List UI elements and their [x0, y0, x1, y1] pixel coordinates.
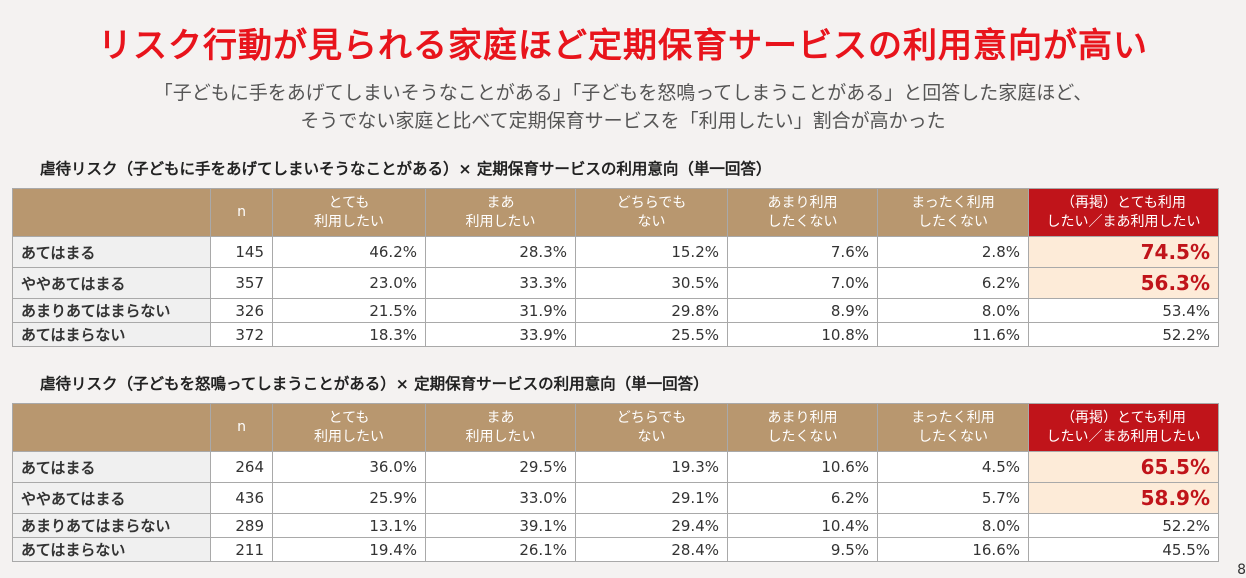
table-cell: 11.6%	[877, 322, 1029, 347]
table-cell: 25.5%	[575, 322, 728, 347]
table-cell: 264	[210, 451, 273, 483]
table-1: n とても 利用したい まあ 利用したい どちらでも ない あまり利用 したくない まったく利用し…	[12, 188, 1219, 347]
table-cell: 29.8%	[575, 298, 728, 323]
table-row: あてはまる 264 36.0% 29.5% 19.3% 10.6% 4.5% 65.5%	[12, 451, 1219, 483]
table-cell: 211	[210, 537, 273, 562]
table-cell: 326	[210, 298, 273, 323]
column-header: とても 利用したい	[272, 188, 426, 237]
table-cell: 5.7%	[877, 482, 1029, 514]
table-cell: 29.4%	[575, 513, 728, 538]
table-cell: 26.1%	[425, 537, 576, 562]
column-header: まったく利用 したくない	[877, 403, 1029, 452]
column-header: どちらでも ない	[575, 403, 728, 452]
table-cell: 7.6%	[727, 236, 878, 268]
table-cell: 33.9%	[425, 322, 576, 347]
table-cell: 7.0%	[727, 267, 878, 299]
header-row: n とても 利用したい まあ 利用したい どちらでも ない あまり利用 したくない まったく利用し…	[12, 188, 1219, 237]
table-cell: 52.2%	[1028, 513, 1219, 538]
table-cell: 28.4%	[575, 537, 728, 562]
column-header: あまり利用 したくない	[727, 403, 878, 452]
row-label: あてはまらない	[12, 537, 211, 562]
column-header: まあ 利用したい	[425, 403, 576, 452]
table-cell: 53.4%	[1028, 298, 1219, 323]
table-cell: 33.0%	[425, 482, 576, 514]
table-cell: 19.3%	[575, 451, 728, 483]
table-1-title: 虐待リスク（子どもに手をあげてしまいそうなことがある）× 定期保育サービスの利用…	[40, 160, 772, 178]
table-cell: 30.5%	[575, 267, 728, 299]
table-cell: 10.8%	[727, 322, 878, 347]
table-cell: 2.8%	[877, 236, 1029, 268]
table-cell: 52.2%	[1028, 322, 1219, 347]
table-row: あてはまらない 372 18.3% 33.9% 25.5% 10.8% 11.6% 52.2%	[12, 322, 1219, 347]
table-cell: 372	[210, 322, 273, 347]
table-cell: 28.3%	[425, 236, 576, 268]
table-cell: 23.0%	[272, 267, 426, 299]
table-cell: 10.6%	[727, 451, 878, 483]
table-cell: 74.5%	[1028, 236, 1219, 268]
table-cell: 46.2%	[272, 236, 426, 268]
column-header: とても 利用したい	[272, 403, 426, 452]
table-cell: 10.4%	[727, 513, 878, 538]
table-cell: 58.9%	[1028, 482, 1219, 514]
table-cell: 36.0%	[272, 451, 426, 483]
table-cell: 29.5%	[425, 451, 576, 483]
table-cell: 6.2%	[877, 267, 1029, 299]
column-header: あまり利用 したくない	[727, 188, 878, 237]
row-label: ややあてはまる	[12, 267, 211, 299]
table-cell: 357	[210, 267, 273, 299]
column-header: n	[210, 403, 273, 452]
table-cell: 18.3%	[272, 322, 426, 347]
table-cell: 8.0%	[877, 298, 1029, 323]
column-header: まあ 利用したい	[425, 188, 576, 237]
table-cell: 436	[210, 482, 273, 514]
table-cell: 45.5%	[1028, 537, 1219, 562]
row-label: あまりあてはまらない	[12, 298, 211, 323]
table-cell: 29.1%	[575, 482, 728, 514]
table-cell: 8.0%	[877, 513, 1029, 538]
row-label: あてはまる	[12, 236, 211, 268]
row-label: ややあてはまる	[12, 482, 211, 514]
table-cell: 21.5%	[272, 298, 426, 323]
table-cell: 9.5%	[727, 537, 878, 562]
table-cell: 289	[210, 513, 273, 538]
column-header: n	[210, 188, 273, 237]
row-label: あまりあてはまらない	[12, 513, 211, 538]
table-row: あまりあてはまらない 289 13.1% 39.1% 29.4% 10.4% 8.0% 52.…	[12, 513, 1219, 538]
column-header	[12, 188, 211, 237]
header-row: n とても 利用したい まあ 利用したい どちらでも ない あまり利用 したくない まったく利用し…	[12, 403, 1219, 452]
table-row: あてはまる 145 46.2% 28.3% 15.2% 7.6% 2.8% 74.5%	[12, 236, 1219, 268]
table-row: あてはまらない 211 19.4% 26.1% 28.4% 9.5% 16.6% 45.5%	[12, 537, 1219, 562]
table-row: ややあてはまる 357 23.0% 33.3% 30.5% 7.0% 6.2% 56.3%	[12, 267, 1219, 299]
column-header: まったく利用 したくない	[877, 188, 1029, 237]
page-title: リスク行動が見られる家庭ほど定期保育サービスの利用意向が高い	[98, 26, 1148, 66]
table-cell: 25.9%	[272, 482, 426, 514]
table-cell: 8.9%	[727, 298, 878, 323]
table-cell: 65.5%	[1028, 451, 1219, 483]
row-label: あてはまらない	[12, 322, 211, 347]
column-header: （再掲）とても利用 したい／まあ利用したい	[1028, 188, 1219, 237]
subtitle-line-2: そうでない家庭と比べて定期保育サービスを「利用したい」割合が高かった	[300, 110, 946, 132]
table-row: ややあてはまる 436 25.9% 33.0% 29.1% 6.2% 5.7% 58.9%	[12, 482, 1219, 514]
table-cell: 16.6%	[877, 537, 1029, 562]
table-cell: 13.1%	[272, 513, 426, 538]
row-label: あてはまる	[12, 451, 211, 483]
table-cell: 39.1%	[425, 513, 576, 538]
table-cell: 31.9%	[425, 298, 576, 323]
table-cell: 56.3%	[1028, 267, 1219, 299]
table-2-title: 虐待リスク（子どもを怒鳴ってしまうことがある）× 定期保育サービスの利用意向（単…	[40, 375, 709, 393]
column-header: どちらでも ない	[575, 188, 728, 237]
table-cell: 145	[210, 236, 273, 268]
table-cell: 19.4%	[272, 537, 426, 562]
subtitle-line-1: 「子どもに手をあげてしまいそうなことがある」「子どもを怒鳴ってしまうことがある」…	[153, 82, 1093, 104]
page-number: 8	[1237, 562, 1246, 578]
table-row: あまりあてはまらない 326 21.5% 31.9% 29.8% 8.9% 8.0% 53.4…	[12, 298, 1219, 323]
column-header: （再掲）とても利用 したい／まあ利用したい	[1028, 403, 1219, 452]
table-cell: 6.2%	[727, 482, 878, 514]
column-header	[12, 403, 211, 452]
table-cell: 4.5%	[877, 451, 1029, 483]
table-cell: 15.2%	[575, 236, 728, 268]
table-cell: 33.3%	[425, 267, 576, 299]
table-2: n とても 利用したい まあ 利用したい どちらでも ない あまり利用 したくない まったく利用し…	[12, 403, 1219, 562]
